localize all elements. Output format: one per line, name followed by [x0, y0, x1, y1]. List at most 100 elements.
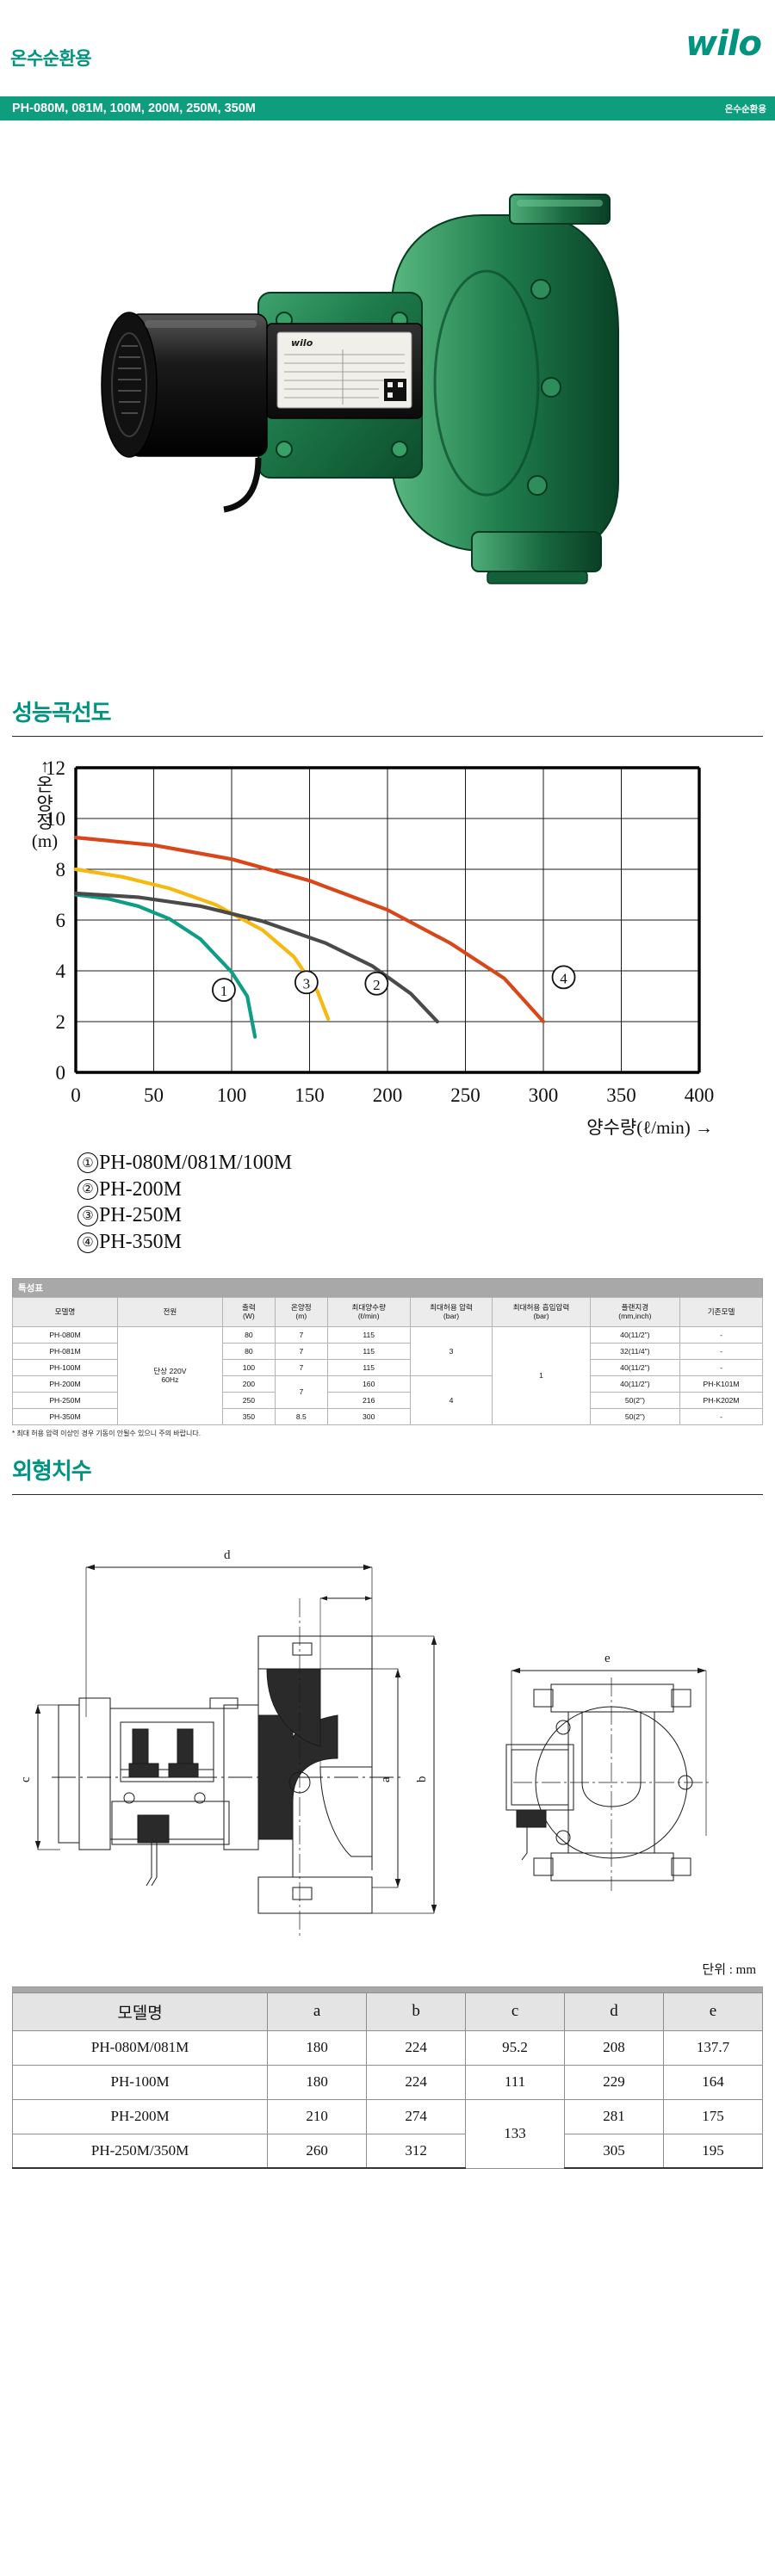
front-terminal-box — [505, 1744, 574, 1811]
cell-output: 100 — [221, 1358, 276, 1376]
chart-x-tick-label: 200 — [373, 1084, 403, 1106]
cell-model: PH-081M — [12, 1342, 118, 1360]
adapter-bolt-4 — [391, 441, 408, 458]
dimension-unit-label: 단위 : mm — [702, 1962, 756, 1977]
adapter-bolt-2 — [276, 441, 293, 458]
motor-flange-outline — [78, 1697, 111, 1850]
bottom-flange-bolt — [292, 1887, 313, 1900]
cell-maxflow: 115 — [326, 1325, 411, 1344]
spec-col-maxpressure-main: 최대허용 압력 — [430, 1302, 473, 1312]
dim-cell-d: 208 — [564, 2029, 664, 2066]
chart-x-tick-label: 100 — [217, 1084, 247, 1106]
dimension-table-topbar — [12, 1986, 763, 1992]
chart-y-tick-label: 0 — [56, 1062, 66, 1084]
spec-col-legacy: 기존모델 — [679, 1296, 763, 1327]
legend-item-4: ④ PH-350M — [78, 1229, 775, 1256]
motor-endcap-outline — [58, 1704, 80, 1844]
bolt-mark-1 — [123, 1792, 135, 1804]
dim-cell-d: 229 — [564, 2064, 664, 2100]
y-axis-line-4: (m) — [31, 831, 59, 852]
chart-y-tick-label: 2 — [56, 1011, 66, 1033]
front-lug-top — [555, 1720, 571, 1735]
spec-col-model: 모델명 — [12, 1296, 118, 1327]
chart-annotation-circle-2 — [294, 970, 319, 995]
chart-y-tick-label: 6 — [56, 910, 66, 931]
spec-header-row: 모델명 전원 출력 (W) 온양정 (m) 최대양수량 — [12, 1296, 763, 1327]
chart-curve-1 — [73, 893, 257, 1039]
chart-y-axis-label: ↑ 온 양 정 (m) — [21, 757, 69, 851]
chart-annotation-label-1: 1 — [220, 983, 228, 999]
dim-cell-d: 281 — [564, 2098, 664, 2134]
legend-marker-1: ① — [78, 1152, 98, 1174]
front-top-bolt-right — [671, 1689, 691, 1708]
front-bottom-bolt-left — [533, 1857, 554, 1876]
cable-outline-2 — [151, 1842, 158, 1887]
motor-highlight — [145, 320, 257, 328]
section-title-dimensions: 외형치수 — [12, 1457, 92, 1484]
spec-col-output-sub: (W) — [242, 1312, 255, 1321]
spec-col-maxflow: 최대양수량 (ℓ/min) — [326, 1296, 411, 1327]
performance-chart: ↑ 온 양 정 (m) 0 2 4 6 8 10 12 0 50 100 150 200 250 300 3… — [0, 749, 775, 1145]
volute-lower-curve — [319, 1766, 373, 1857]
volute-wall-hatch — [266, 1668, 321, 1747]
dim-line-c — [34, 1704, 60, 1850]
spec-col-model-main: 모델명 — [54, 1307, 76, 1316]
cell-maxflow: 115 — [326, 1358, 411, 1376]
dim-col-model: 모델명 — [11, 1992, 269, 2031]
front-cable — [521, 1826, 528, 1861]
cell-model: PH-250M — [12, 1391, 118, 1409]
cell-output: 80 — [221, 1342, 276, 1360]
chart-annotation-label-4: 4 — [560, 970, 567, 986]
adapter-top-bolt — [209, 1697, 239, 1709]
dimension-drawing-svg: d — [19, 1548, 710, 1939]
cell-maxflow: 115 — [326, 1342, 411, 1360]
stator-core — [120, 1769, 214, 1782]
dim-cell-model: PH-200M — [11, 2098, 269, 2134]
chart-x-tick-label: 250 — [450, 1084, 480, 1106]
table-row: PH-080M/081M 180 224 95.2 208 137.7 — [11, 2029, 763, 2066]
dim-cell-b: 274 — [366, 2098, 467, 2134]
page-title: 온수순환용 — [10, 49, 92, 69]
front-bottom-flange — [550, 1852, 674, 1881]
cell-head: 7 — [274, 1342, 328, 1360]
dim-col-a: a — [267, 1992, 368, 2031]
dim-col-b: b — [366, 1992, 467, 2031]
spec-table-block: 특성표 모델명 전원 출력 (W) — [12, 1277, 763, 1438]
technical-drawings: d — [0, 1509, 775, 1956]
dim-cell-c: 95.2 — [465, 2029, 566, 2066]
chart-x-tick-label: 0 — [71, 1084, 81, 1106]
dim-cell-b: 224 — [366, 2064, 467, 2100]
dim-cell-a: 180 — [267, 2029, 368, 2066]
dim-label-c: c — [19, 1776, 33, 1782]
front-lug-right — [678, 1775, 693, 1790]
chart-y-tick-label: 12 — [46, 757, 65, 779]
dim-line-e — [511, 1667, 707, 1836]
spec-col-head: 온양정 (m) — [274, 1296, 328, 1327]
table-row: PH-200M 210 274 133 281 175 — [11, 2098, 763, 2169]
discharge-port — [509, 194, 611, 225]
dim-col-c: c — [465, 1992, 566, 2031]
cell-legacy: PH-K101M — [679, 1374, 763, 1393]
product-spec-page: 온수순환용 wilo PH-080M, 081M, 100M, 200M, 25… — [0, 24, 775, 2170]
dim-cell-b: 312 — [366, 2133, 467, 2170]
table-row: PH-100M 180 224 111 229 164 — [11, 2064, 763, 2100]
power-source-line2: 60Hz — [161, 1375, 179, 1385]
front-terminal-box-inner — [511, 1749, 569, 1806]
legend-item-2: ② PH-200M — [78, 1177, 775, 1203]
cell-power-source: 단상 220V 60Hz — [116, 1325, 223, 1425]
chart-curve-3 — [73, 891, 440, 1024]
motor-fan-guard — [111, 332, 147, 437]
front-lug-bottom — [555, 1830, 571, 1845]
chart-x-tick-label: 350 — [606, 1084, 636, 1106]
chart-annotation-circle-1 — [212, 978, 236, 1003]
cable-outline — [146, 1842, 152, 1887]
cell-output: 200 — [221, 1374, 276, 1393]
nameplate-qr-code — [384, 379, 406, 401]
model-bar: PH-080M, 081M, 100M, 200M, 250M, 350M 온수… — [0, 96, 775, 120]
y-axis-line-1: 온 — [36, 774, 53, 795]
spec-col-flange-main: 플랜지경 — [621, 1302, 649, 1312]
spec-col-maxpressure-sub: (bar) — [443, 1312, 460, 1321]
performance-curve-section: 성능곡선도 ↑ 온 양 정 (m) 0 2 4 6 8 10 12 0 50 100 150 200 2… — [0, 680, 775, 1256]
top-flange-bolt — [292, 1642, 313, 1656]
pump-housing — [391, 202, 619, 552]
